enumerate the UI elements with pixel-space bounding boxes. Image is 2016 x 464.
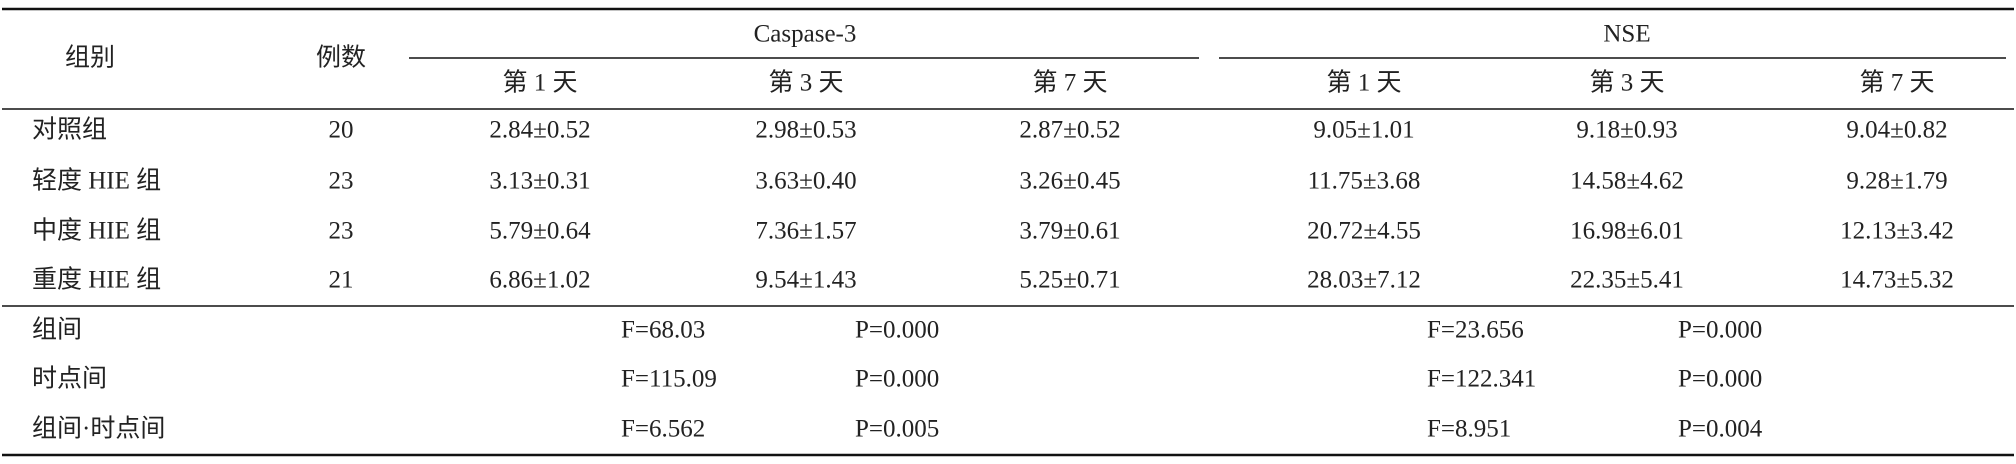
cell: 11.75±3.68	[1308, 168, 1421, 195]
stat-label: 组间·时点间	[32, 415, 165, 443]
header-day: 第 7 天	[1032, 69, 1107, 97]
cell: 9.28±1.79	[1846, 168, 1947, 195]
cell: 28.03±7.12	[1307, 267, 1421, 294]
stat-value: P=0.005	[855, 416, 939, 443]
cell: 7.36±1.57	[755, 218, 856, 245]
stat-label: 组间	[32, 316, 82, 344]
cell: 14.73±5.32	[1840, 267, 1954, 294]
stat-value: P=0.000	[855, 366, 939, 393]
row-label: 轻度 HIE 组	[32, 167, 161, 195]
stat-value: F=68.03	[621, 317, 705, 344]
stat-value: P=0.000	[855, 317, 939, 344]
row-count: 23	[329, 168, 354, 195]
cell: 20.72±4.55	[1307, 218, 1421, 245]
cell: 3.79±0.61	[1019, 218, 1120, 245]
row-label: 中度 HIE 组	[32, 217, 161, 245]
row-count: 23	[329, 218, 354, 245]
header-day: 第 3 天	[1589, 69, 1664, 97]
cell: 3.26±0.45	[1019, 168, 1120, 195]
cell: 2.84±0.52	[489, 117, 590, 144]
header-nse: NSE	[1603, 21, 1650, 48]
cell: 9.54±1.43	[755, 267, 856, 294]
stat-value: F=122.341	[1427, 366, 1536, 393]
stat-value: P=0.000	[1678, 366, 1762, 393]
header-day: 第 3 天	[768, 69, 843, 97]
stat-value: F=23.656	[1427, 317, 1524, 344]
stat-value: F=8.951	[1427, 416, 1511, 443]
cell: 3.13±0.31	[489, 168, 590, 195]
header-day: 第 7 天	[1859, 69, 1934, 97]
cell: 3.63±0.40	[755, 168, 856, 195]
stat-value: F=115.09	[621, 366, 717, 393]
header-group: 组别	[65, 44, 115, 72]
header-day: 第 1 天	[502, 69, 577, 97]
row-label: 对照组	[32, 116, 107, 144]
row-count: 21	[329, 267, 354, 294]
stat-value: F=6.562	[621, 416, 705, 443]
header-caspase: Caspase-3	[754, 21, 857, 48]
cell: 9.18±0.93	[1576, 117, 1677, 144]
cell: 12.13±3.42	[1840, 218, 1954, 245]
cell: 5.79±0.64	[489, 218, 591, 245]
stat-value: P=0.000	[1678, 317, 1762, 344]
stat-label: 时点间	[32, 365, 107, 393]
cell: 9.04±0.82	[1846, 117, 1947, 144]
header-count: 例数	[316, 44, 366, 72]
header-day: 第 1 天	[1326, 69, 1401, 97]
row-count: 20	[329, 117, 354, 144]
cell: 9.05±1.01	[1313, 117, 1414, 144]
cell: 16.98±6.01	[1570, 218, 1684, 245]
cell: 22.35±5.41	[1570, 267, 1684, 294]
stat-value: P=0.004	[1678, 416, 1763, 443]
cell: 2.98±0.53	[755, 117, 856, 144]
cell: 2.87±0.52	[1019, 117, 1120, 144]
cell: 5.25±0.71	[1019, 267, 1120, 294]
row-label: 重度 HIE 组	[32, 266, 161, 294]
cell: 14.58±4.62	[1570, 168, 1684, 195]
cell: 6.86±1.02	[489, 267, 590, 294]
